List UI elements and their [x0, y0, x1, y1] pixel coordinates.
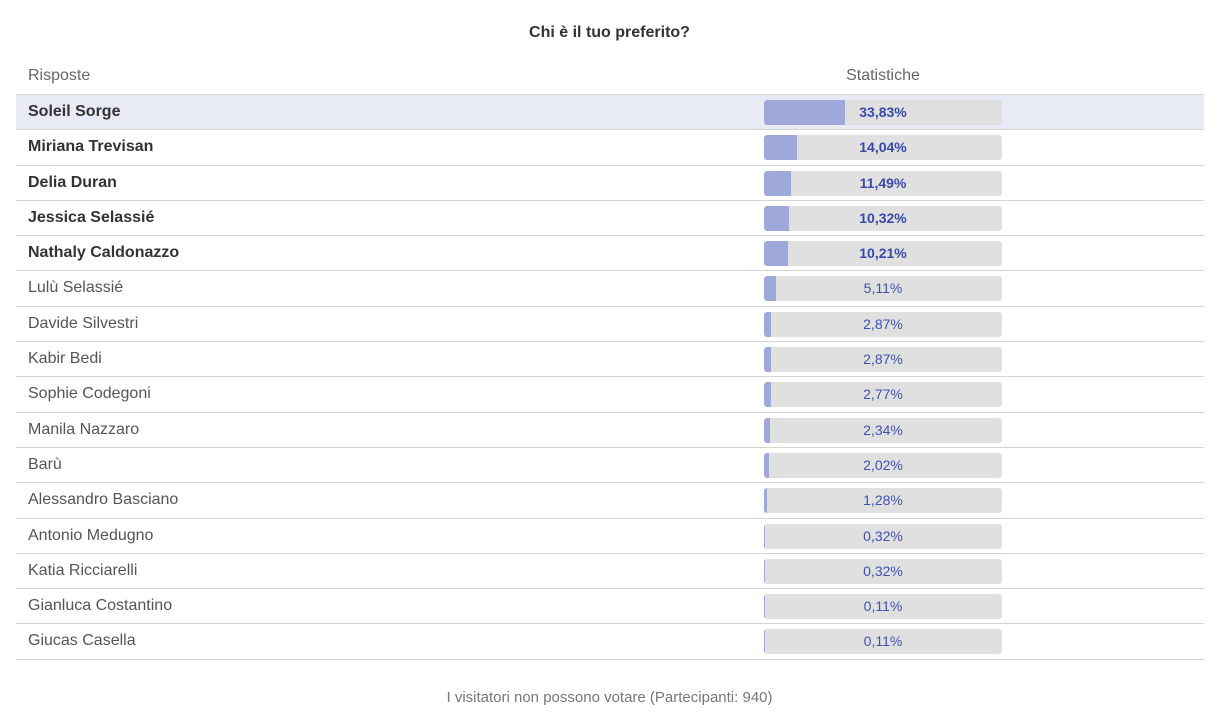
- result-bar-track: 2,77%: [764, 382, 1002, 408]
- poll-result-row: Giucas Casella 0,11%: [16, 624, 1204, 660]
- answer-name: Soleil Sorge: [28, 103, 121, 120]
- result-bar-fill: [764, 205, 789, 231]
- result-bar-fill: [764, 558, 765, 584]
- result-bar-track: 10,32%: [764, 205, 1002, 231]
- answer-name: Delia Duran: [28, 173, 117, 191]
- answer-name: Barù: [28, 455, 62, 473]
- result-bar-track: 33,83%: [764, 100, 1002, 125]
- answer-name: Nathaly Caldonazzo: [28, 244, 180, 262]
- answer-name: Antonio Medugno: [28, 526, 154, 544]
- poll-result-row: Antonio Medugno 0,32%: [16, 519, 1204, 554]
- result-percentage: 2,34%: [863, 421, 903, 438]
- header-statistics: Statistiche: [846, 67, 920, 84]
- poll-result-row: Sophie Codegoni 2,77%: [16, 377, 1204, 413]
- poll-footer-note: I visitatori non possono votare (Parteci…: [446, 689, 773, 706]
- result-percentage: 33,83%: [859, 104, 907, 120]
- result-percentage: 14,04%: [859, 139, 907, 156]
- poll-result-row: Soleil Sorge 33,83%: [16, 95, 1204, 131]
- result-percentage: 0,11%: [863, 633, 903, 650]
- poll-result-row: Jessica Selassié 10,32%: [16, 201, 1204, 237]
- result-percentage: 1,28%: [863, 492, 903, 509]
- answer-name: Gianluca Costantino: [28, 597, 173, 615]
- answer-name: Katia Ricciarelli: [28, 561, 138, 579]
- answer-name: Manila Nazzaro: [28, 420, 140, 438]
- poll-title: Chi è il tuo preferito?: [529, 24, 690, 41]
- result-bar-track: 1,28%: [764, 488, 1002, 514]
- poll-result-row: Manila Nazzaro 2,34%: [16, 413, 1204, 448]
- result-bar-fill: [764, 347, 771, 373]
- answer-name: Kabir Bedi: [28, 350, 102, 368]
- poll-result-row: Nathaly Caldonazzo 10,21%: [16, 236, 1204, 272]
- answer-name: Alessandro Basciano: [28, 491, 179, 509]
- result-bar-track: 2,34%: [764, 417, 1002, 443]
- result-percentage: 2,02%: [863, 456, 903, 473]
- result-percentage: 2,87%: [863, 315, 903, 332]
- result-percentage: 10,32%: [859, 209, 907, 226]
- result-bar-track: 10,21%: [764, 241, 1002, 267]
- result-bar-track: 2,87%: [764, 311, 1002, 337]
- answer-name: Jessica Selassié: [28, 208, 155, 226]
- poll-result-row: Delia Duran 11,49%: [16, 166, 1204, 201]
- answer-name: Miriana Trevisan: [28, 138, 154, 156]
- poll-result-row: Katia Ricciarelli 0,32%: [16, 554, 1204, 590]
- poll-result-row: Lulù Selassié 5,11%: [16, 271, 1204, 307]
- result-percentage: 10,21%: [859, 245, 907, 262]
- result-bar-fill: [764, 452, 769, 478]
- result-percentage: 0,32%: [863, 527, 903, 544]
- poll-results-list: Soleil Sorge 33,83% Miriana Trevisan 14,04%…: [16, 94, 1204, 660]
- result-bar-track: 2,87%: [764, 347, 1002, 373]
- poll-result-row: Alessandro Basciano 1,28%: [16, 483, 1204, 519]
- result-bar-fill: [764, 417, 770, 443]
- poll-result-row: Kabir Bedi 2,87%: [16, 342, 1204, 378]
- result-bar-track: 0,32%: [764, 523, 1002, 549]
- poll-result-row: Gianluca Costantino 0,11%: [16, 589, 1204, 625]
- result-bar-track: 11,49%: [764, 170, 1002, 196]
- result-percentage: 11,49%: [859, 174, 907, 191]
- result-bar-fill: [764, 311, 771, 337]
- result-bar-track: 5,11%: [764, 276, 1002, 302]
- result-bar-track: 0,11%: [764, 629, 1002, 655]
- result-bar-fill: [764, 135, 798, 161]
- result-bar-fill: [764, 488, 768, 514]
- result-percentage: 2,77%: [863, 386, 903, 403]
- result-percentage: 5,11%: [863, 280, 903, 297]
- answer-name: Giucas Casella: [28, 632, 136, 650]
- header-answers: Risposte: [28, 67, 91, 84]
- answer-name: Lulù Selassié: [28, 279, 124, 297]
- result-bar-fill: [764, 100, 845, 125]
- result-bar-track: 2,02%: [764, 452, 1002, 478]
- answer-name: Davide Silvestri: [28, 314, 139, 332]
- result-bar-fill: [764, 523, 765, 549]
- result-bar-track: 14,04%: [764, 135, 1002, 161]
- result-percentage: 2,87%: [863, 351, 903, 368]
- answer-name: Sophie Codegoni: [28, 385, 151, 403]
- result-bar-fill: [764, 170, 792, 196]
- result-bar-fill: [764, 382, 771, 408]
- poll-result-row: Barù 2,02%: [16, 448, 1204, 484]
- result-bar-track: 0,11%: [764, 594, 1002, 620]
- result-percentage: 0,32%: [863, 562, 903, 579]
- poll-header-row: Risposte Statistiche: [16, 60, 1204, 94]
- result-percentage: 0,11%: [863, 598, 903, 615]
- result-bar-fill: [764, 241, 789, 267]
- poll-result-row: Davide Silvestri 2,87%: [16, 307, 1204, 343]
- poll-result-row: Miriana Trevisan 14,04%: [16, 130, 1204, 166]
- result-bar-track: 0,32%: [764, 558, 1002, 584]
- result-bar-fill: [764, 276, 777, 302]
